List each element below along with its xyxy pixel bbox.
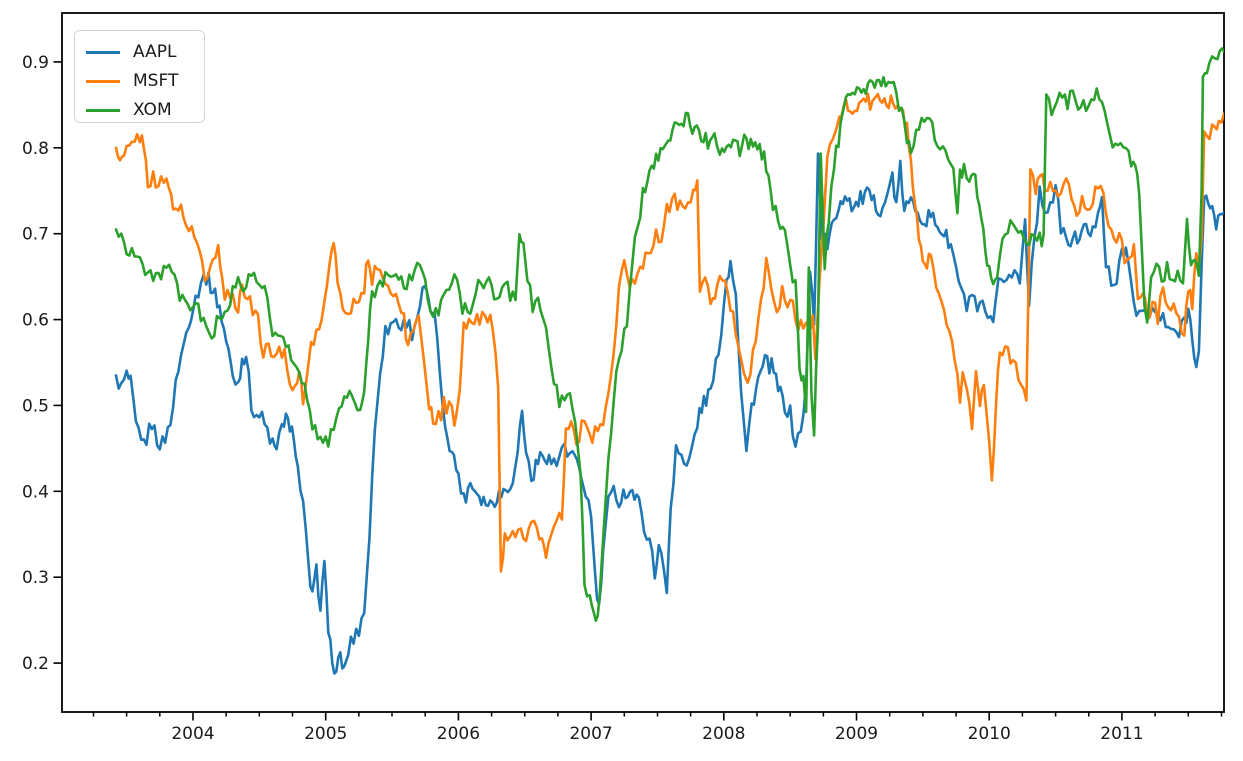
legend-label-aapl: AAPL (133, 42, 177, 62)
series-lines (114, 47, 1224, 675)
line-AAPL (114, 152, 1224, 675)
legend-item-xom: XOM (75, 96, 204, 125)
x-tick-label: 2011 (1100, 724, 1143, 744)
x-tick-label: 2009 (835, 724, 878, 744)
legend-item-aapl: AAPL (75, 38, 204, 67)
x-tick-label: 2007 (569, 724, 612, 744)
x-tick-label: 2010 (968, 724, 1011, 744)
legend-label-msft: MSFT (133, 71, 179, 91)
y-tick-label: 0.7 (22, 225, 49, 245)
line-XOM (114, 47, 1224, 622)
y-tick-label: 0.6 (22, 311, 49, 331)
y-tick-label: 0.8 (22, 139, 49, 159)
x-tick-label: 2008 (702, 724, 745, 744)
x-axis: 2004 2005 2006 2007 2008 2009 2010 2011 (171, 712, 1144, 744)
y-tick-label: 0.5 (22, 396, 49, 416)
legend: AAPL MSFT XOM (74, 30, 205, 123)
y-tick-label: 0.9 (22, 53, 49, 73)
x-tick-label: 2006 (437, 724, 480, 744)
legend-line-sample-aapl (86, 50, 120, 55)
y-tick-label: 0.4 (22, 482, 49, 502)
y-axis: 0.2 0.3 0.4 0.5 0.6 0.7 0.8 0.9 (22, 53, 62, 674)
line-MSFT (114, 92, 1224, 573)
axes-spines (61, 12, 1225, 713)
legend-label-xom: XOM (133, 100, 172, 120)
legend-line-sample-xom (86, 108, 120, 113)
y-tick-label: 0.3 (22, 568, 49, 588)
y-tick-label: 0.2 (22, 654, 49, 674)
legend-item-msft: MSFT (75, 67, 204, 96)
legend-line-sample-msft (86, 79, 120, 84)
x-tick-label: 2005 (304, 724, 347, 744)
x-minor-ticks (92, 712, 1223, 717)
x-tick-label: 2004 (171, 724, 214, 744)
